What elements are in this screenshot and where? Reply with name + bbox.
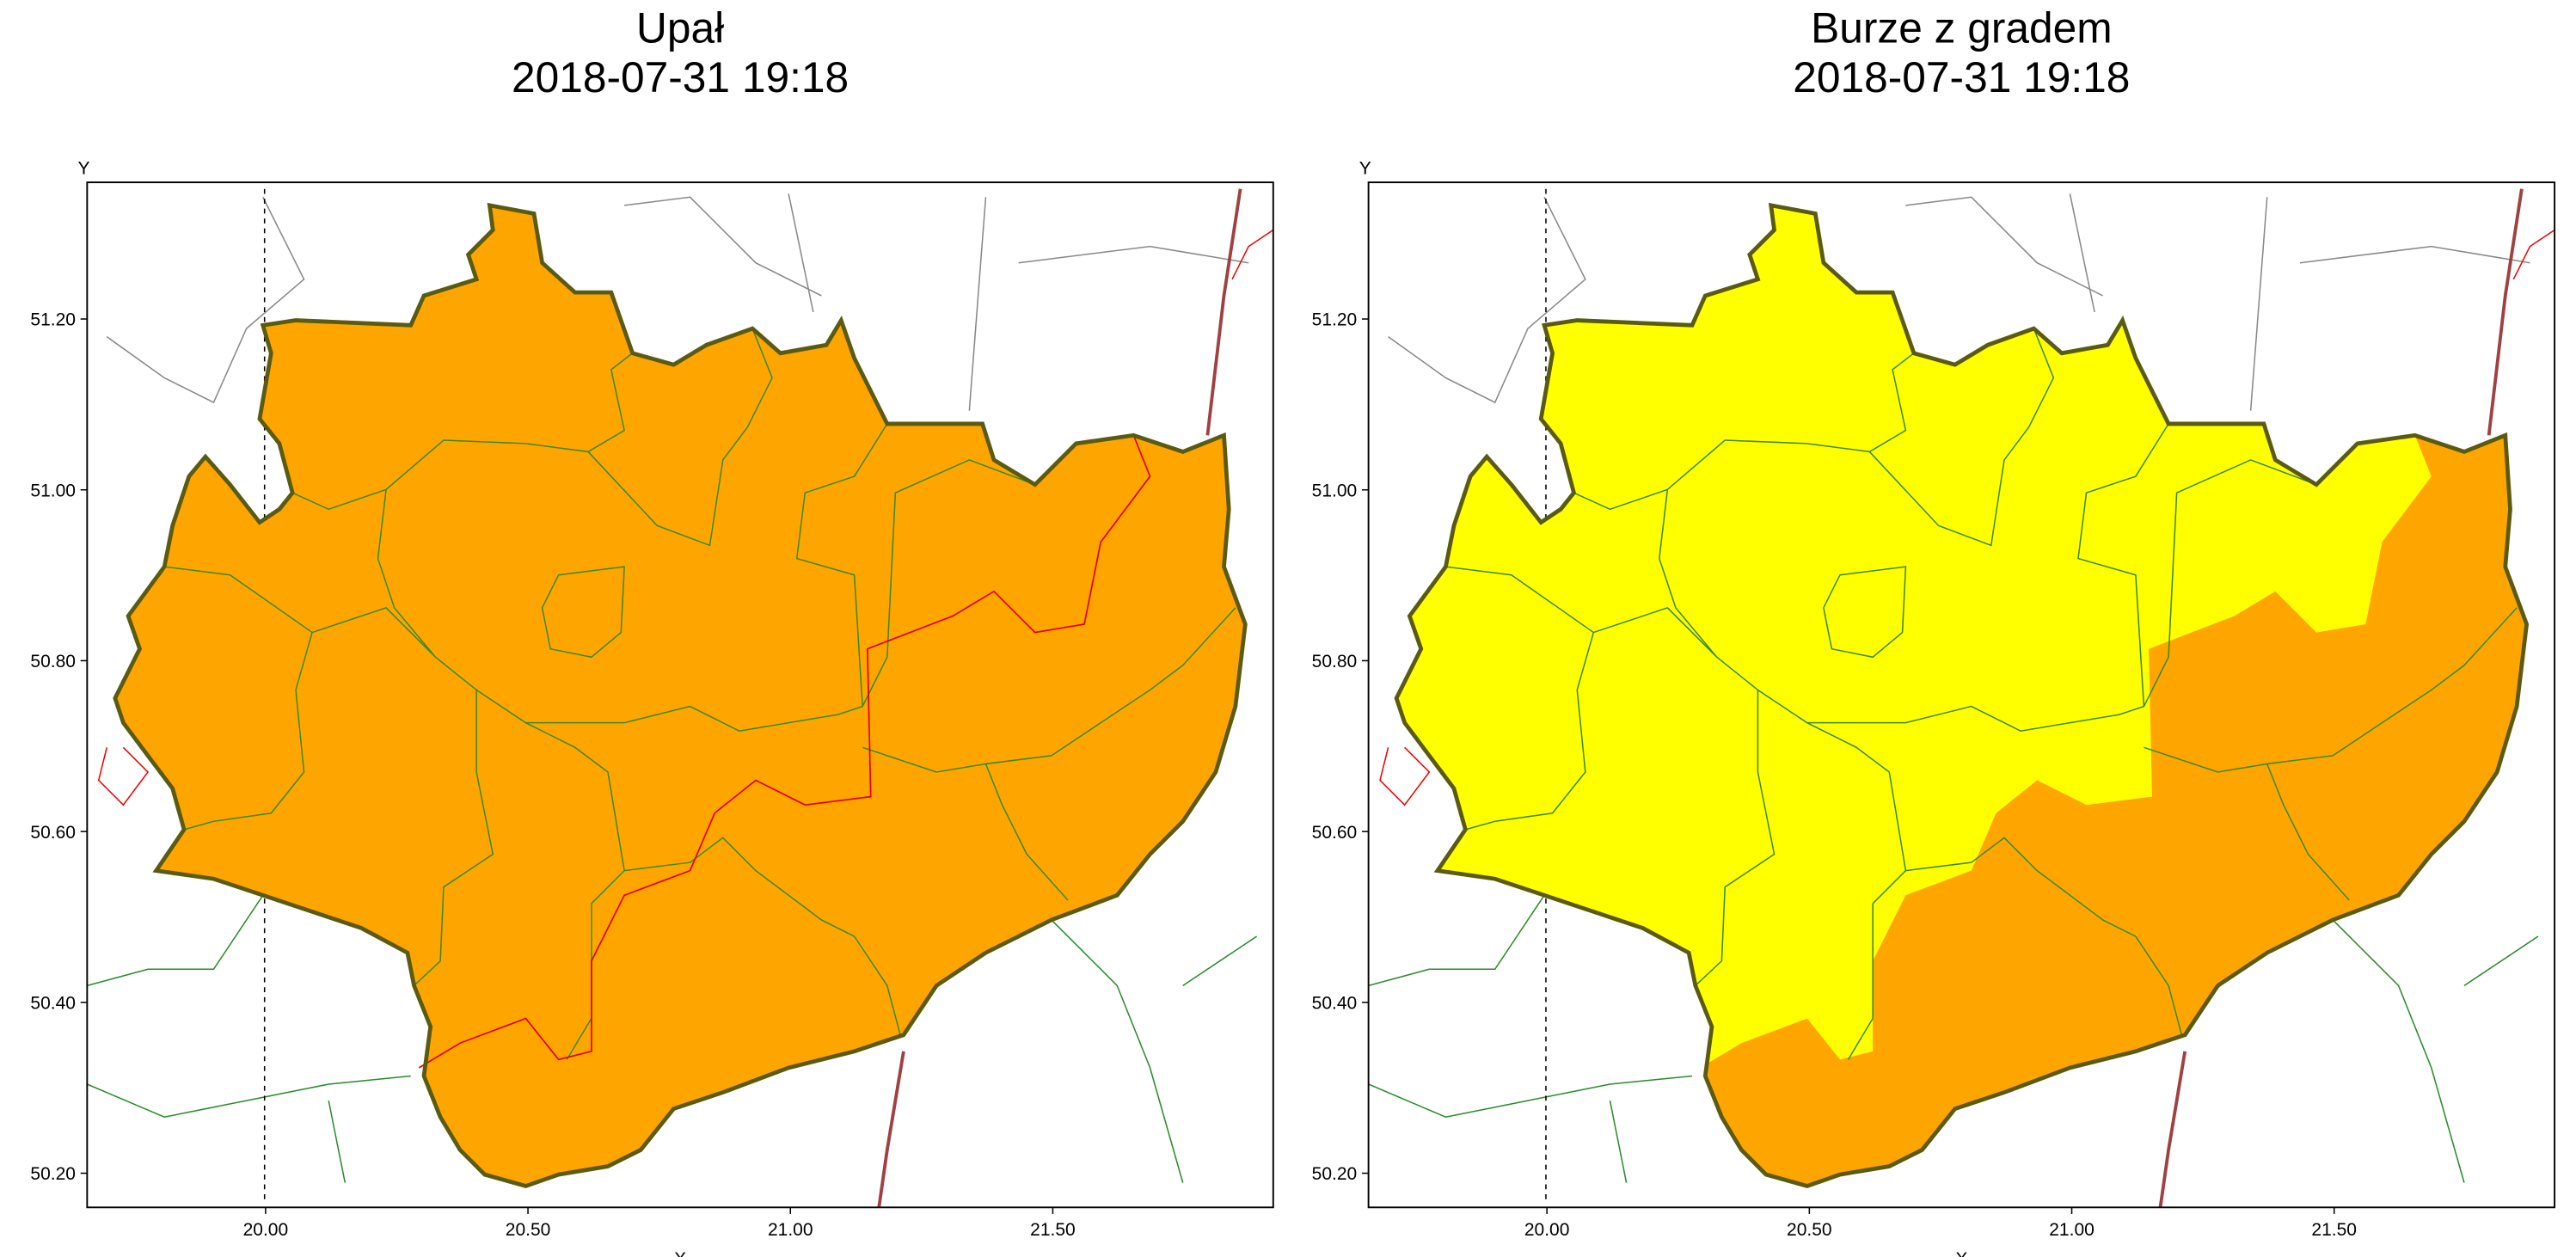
y-tick-label: 50.40 xyxy=(1312,993,1358,1013)
y-tick-label: 51.00 xyxy=(30,481,76,500)
y-tick-label: 50.40 xyxy=(30,993,76,1013)
y-tick-label: 50.80 xyxy=(1312,652,1358,671)
x-tick-label: 20.50 xyxy=(506,1220,551,1240)
x-tick-label: 20.50 xyxy=(1787,1220,1832,1240)
map-title: Burze z gradem xyxy=(1811,4,2113,52)
map-title: Upał xyxy=(636,4,724,52)
map-title: 2018-07-31 19:18 xyxy=(1793,53,2130,101)
x-tick-label: 21.00 xyxy=(2049,1220,2095,1240)
y-tick-label: 51.20 xyxy=(1312,310,1358,330)
x-tick-label: 20.00 xyxy=(1524,1220,1570,1240)
x-tick-label: 20.00 xyxy=(243,1220,289,1240)
y-tick-label: 50.60 xyxy=(30,823,76,843)
x-axis-label: X xyxy=(674,1249,686,1257)
y-tick-label: 50.80 xyxy=(30,652,76,671)
y-tick-label: 50.60 xyxy=(1312,823,1358,843)
y-axis-label: Y xyxy=(1359,159,1371,179)
y-tick-label: 50.20 xyxy=(1312,1164,1358,1184)
y-tick-label: 51.00 xyxy=(1312,481,1358,500)
x-axis-label: X xyxy=(1955,1249,1967,1257)
y-tick-label: 50.20 xyxy=(30,1164,76,1184)
x-tick-label: 21.50 xyxy=(2311,1220,2357,1240)
map-title: 2018-07-31 19:18 xyxy=(512,53,849,101)
y-axis-label: Y xyxy=(78,159,90,179)
plot-frame xyxy=(86,181,1274,1209)
x-tick-label: 21.00 xyxy=(768,1220,813,1240)
plot-frame xyxy=(1367,181,2556,1209)
x-tick-label: 21.50 xyxy=(1030,1220,1076,1240)
y-tick-label: 51.20 xyxy=(30,310,76,330)
